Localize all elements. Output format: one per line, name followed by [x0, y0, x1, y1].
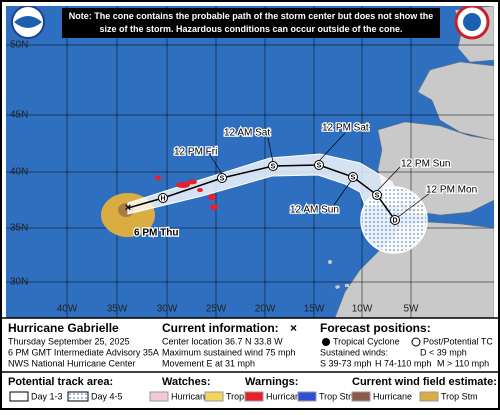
- lat-label: 35N: [10, 223, 28, 234]
- lat-label: 40N: [10, 167, 28, 178]
- time-label: 12 PM Fri: [174, 147, 217, 158]
- current-position: ×: [125, 202, 131, 214]
- storm-name: Hurricane Gabrielle: [8, 321, 119, 335]
- note-box: Note: The cone contains the probable pat…: [68, 11, 434, 34]
- wind-d: D < 39 mph: [420, 347, 467, 357]
- lat-label: 45N: [10, 110, 28, 121]
- lat-label: 30N: [10, 277, 28, 288]
- wind-hurricane-label: Hurricane: [373, 391, 412, 401]
- watches-title: Watches:: [162, 376, 211, 388]
- lon-label: 40W: [57, 304, 78, 315]
- storm-date: Thursday September 25, 2025: [8, 336, 130, 346]
- storm-center: NWS National Hurricane Center: [8, 358, 136, 368]
- note-text: Note: The cone contains the probable pat…: [68, 11, 434, 34]
- warning-hurricane-label: Hurricane: [266, 391, 305, 401]
- lon-label: 35W: [107, 304, 128, 315]
- label-leaders: [209, 132, 431, 218]
- lon-label: 25W: [206, 304, 227, 315]
- forecast-points: H S S S S S D: [158, 160, 400, 225]
- lon-label: 10W: [352, 304, 373, 315]
- storm-advisory: 6 PM GMT Intermediate Advisory 35A: [8, 347, 159, 357]
- azores-warnings: [155, 175, 218, 210]
- warnings-title: Warnings:: [245, 376, 298, 388]
- point-letter: S: [375, 192, 380, 199]
- watch-ts-label: Trop Stm: [226, 391, 263, 401]
- time-label: 12 AM Sat: [224, 128, 270, 139]
- lat-label: 50N: [10, 40, 28, 51]
- point-letter: S: [220, 175, 225, 182]
- watch-ts-swatch: [204, 391, 224, 402]
- noaa-logo: [11, 6, 45, 39]
- point-letter: S: [317, 162, 322, 169]
- point-letter: S: [271, 163, 276, 170]
- lon-label: 30W: [157, 304, 178, 315]
- point-letter: S: [351, 174, 356, 181]
- time-label: 6 PM Thu: [134, 228, 178, 239]
- tc-symbol: [322, 338, 330, 346]
- nws-logo: [454, 6, 490, 40]
- note-banner: [62, 8, 440, 38]
- current-symbol: ×: [290, 321, 297, 335]
- time-label: 12 PM Sun: [401, 159, 450, 170]
- wind-ts-swatch: [419, 391, 439, 402]
- winds-title: Sustained winds:: [320, 347, 388, 357]
- current-movement: Movement E at 31 mph: [162, 358, 255, 368]
- wind-hurricane-swatch: [351, 391, 371, 402]
- watch-hurricane-swatch: [149, 391, 169, 402]
- wind-ts-label: Trop Stm: [441, 391, 478, 401]
- wind-h: H 74-110 mph: [375, 358, 431, 368]
- lon-label: 5W: [404, 304, 420, 315]
- current-location: Center location 36.7 N 33.8 W: [162, 336, 283, 346]
- map: × H S S S S S D 12 PM Fri 12 AM Sat 12 P…: [6, 6, 494, 318]
- madeira: [328, 260, 332, 264]
- warning-ts-swatch: [297, 391, 317, 402]
- watch-hurricane-label: Hurricane: [171, 391, 210, 401]
- wind-s: S 39-73 mph: [320, 358, 372, 368]
- forecast-ptc: Post/Potential TC: [423, 336, 493, 346]
- time-label: 12 AM Sun: [290, 205, 339, 216]
- current-wind: Maximum sustained wind 75 mph: [162, 347, 296, 357]
- current-title: Current information:: [162, 321, 279, 335]
- point-letter: H: [160, 195, 165, 202]
- point-letter: D: [392, 217, 397, 224]
- lon-label: 15W: [304, 304, 325, 315]
- lon-label: 20W: [255, 304, 276, 315]
- france: [417, 61, 494, 141]
- track-title: Potential track area:: [8, 376, 113, 388]
- day45-swatch: [67, 391, 89, 402]
- forecast-tc: Tropical Cyclone: [333, 336, 400, 346]
- graticule: [6, 6, 494, 318]
- wind-title: Current wind field estimate:: [352, 376, 497, 388]
- time-label: 12 PM Mon: [426, 185, 477, 196]
- forecast-title: Forecast positions:: [320, 321, 431, 335]
- wind-m: M > 110 mph: [437, 358, 489, 368]
- time-label: 12 PM Sat: [322, 123, 369, 134]
- day13-swatch: [9, 391, 29, 402]
- ptc-symbol: [411, 337, 421, 347]
- canary-islands: [335, 279, 360, 289]
- warning-hurricane-swatch: [244, 391, 264, 402]
- warning-ts-label: Trop Stm: [319, 391, 356, 401]
- day45-label: Day 4-5: [91, 391, 123, 401]
- day13-label: Day 1-3: [31, 391, 63, 401]
